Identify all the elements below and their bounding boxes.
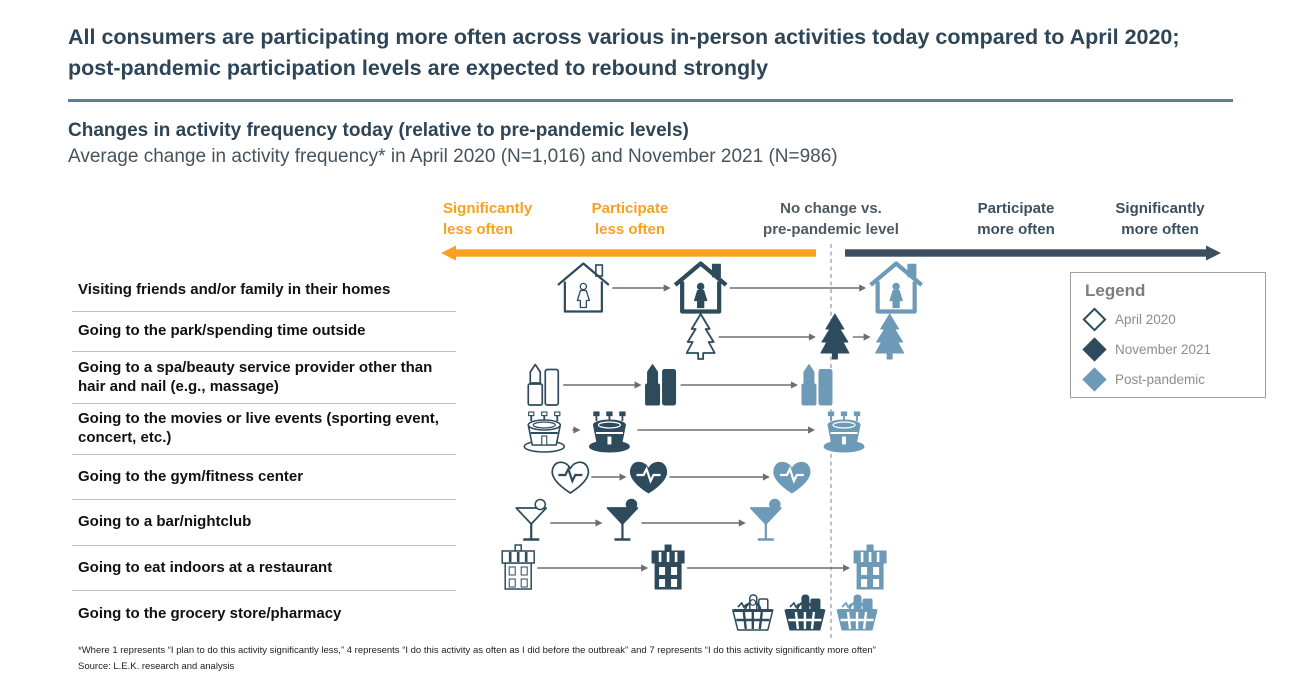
legend-title: Legend	[1085, 281, 1146, 300]
axis-label-significantly-more: Significantly more often	[1115, 200, 1205, 238]
connector-arrow	[680, 381, 798, 389]
connector-arrow	[612, 284, 671, 292]
connector-arrow	[687, 564, 851, 572]
house-icon-april-2020	[557, 262, 610, 313]
legend-item-april-2020: April 2020	[1082, 306, 1176, 332]
basket-icon-november-2021	[784, 594, 826, 631]
house-icon-november-2021	[673, 261, 728, 314]
connector-arrow	[563, 381, 642, 389]
connector-arrow	[550, 519, 603, 527]
legend-item-november-2021: November 2021	[1082, 336, 1211, 362]
store-icon-post-pandemic	[853, 544, 887, 590]
connector-arrow	[572, 426, 581, 434]
connector-arrow	[591, 473, 627, 481]
activity-label-going-to-the-park-spending-time-outside: Going to the park/spending time outside	[72, 312, 456, 352]
heart-icon-november-2021	[630, 461, 668, 494]
connector-arrow	[718, 333, 816, 341]
legend-box: Legend April 2020 November 2021 Post-pan…	[1070, 272, 1266, 398]
connector-arrow	[637, 426, 816, 434]
chart-title: Changes in activity frequency today (rel…	[68, 120, 689, 141]
legend-item-post-pandemic: Post-pandemic	[1082, 366, 1205, 392]
cocktail-icon-post-pandemic	[749, 498, 782, 541]
activity-label-going-to-the-grocery-store-pharmacy: Going to the grocery store/pharmacy	[78, 604, 342, 622]
activity-label-visiting-friends-and-or-family-in-their-: Visiting friends and/or family in their …	[72, 270, 456, 312]
axis-arrow-more-often	[845, 245, 1221, 261]
connector-arrow	[641, 519, 746, 527]
connector-arrow	[852, 333, 871, 341]
connector-arrow	[669, 473, 770, 481]
tree-icon-post-pandemic	[875, 313, 905, 360]
tree-icon-april-2020	[685, 313, 716, 360]
store-icon-november-2021	[651, 544, 685, 590]
axis-label-no-change: No change vs. pre-pandemic level	[763, 200, 899, 238]
lipstick-icon-november-2021	[645, 364, 677, 406]
stadium-icon-april-2020	[523, 411, 566, 453]
store-icon-april-2020	[501, 544, 535, 590]
activity-label-going-to-a-spa-beauty-service-provider-o: Going to a spa/beauty service provider o…	[72, 352, 456, 404]
april-2020-diamond-icon	[1082, 306, 1107, 332]
footnote: *Where 1 represents “I plan to do this a…	[78, 645, 876, 656]
november-2021-diamond-icon	[1082, 336, 1107, 362]
title-divider	[68, 99, 1233, 102]
slide-title: All consumers are participating more oft…	[68, 25, 1180, 80]
activity-label-going-to-eat-indoors-at-a-restaurant: Going to eat indoors at a restaurant	[72, 546, 456, 591]
axis-arrow-less-often	[441, 245, 816, 261]
activity-label-going-to-the-gym-fitness-center: Going to the gym/fitness center	[72, 455, 456, 500]
axis-label-participate-more: Participate more often	[977, 200, 1055, 238]
activity-label-going-to-a-bar-nightclub: Going to a bar/nightclub	[72, 500, 456, 546]
axis-label-significantly-less: Significantly less often	[443, 200, 533, 238]
cocktail-icon-april-2020	[515, 498, 548, 541]
tree-icon-november-2021	[820, 313, 850, 360]
basket-icon-april-2020	[732, 594, 774, 631]
connector-arrow	[729, 284, 867, 292]
activity-label-going-to-the-movies-or-live-events-sport: Going to the movies or live events (spor…	[72, 404, 456, 455]
stadium-icon-post-pandemic	[823, 411, 865, 453]
post-pandemic-diamond-icon	[1082, 366, 1107, 392]
lipstick-icon-post-pandemic	[801, 364, 833, 406]
heart-icon-april-2020	[551, 461, 590, 494]
cocktail-icon-november-2021	[606, 498, 639, 541]
lipstick-icon-april-2020	[527, 363, 560, 406]
house-icon-post-pandemic	[869, 261, 924, 314]
axis-label-participate-less: Participate less often	[591, 200, 669, 238]
heart-icon-post-pandemic	[773, 461, 811, 494]
stadium-icon-november-2021	[588, 411, 630, 453]
basket-icon-post-pandemic	[836, 594, 878, 631]
connector-arrow	[537, 564, 649, 572]
chart-subtitle: Average change in activity frequency* in…	[68, 146, 838, 167]
source-note: Source: L.E.K. research and analysis	[78, 661, 235, 672]
